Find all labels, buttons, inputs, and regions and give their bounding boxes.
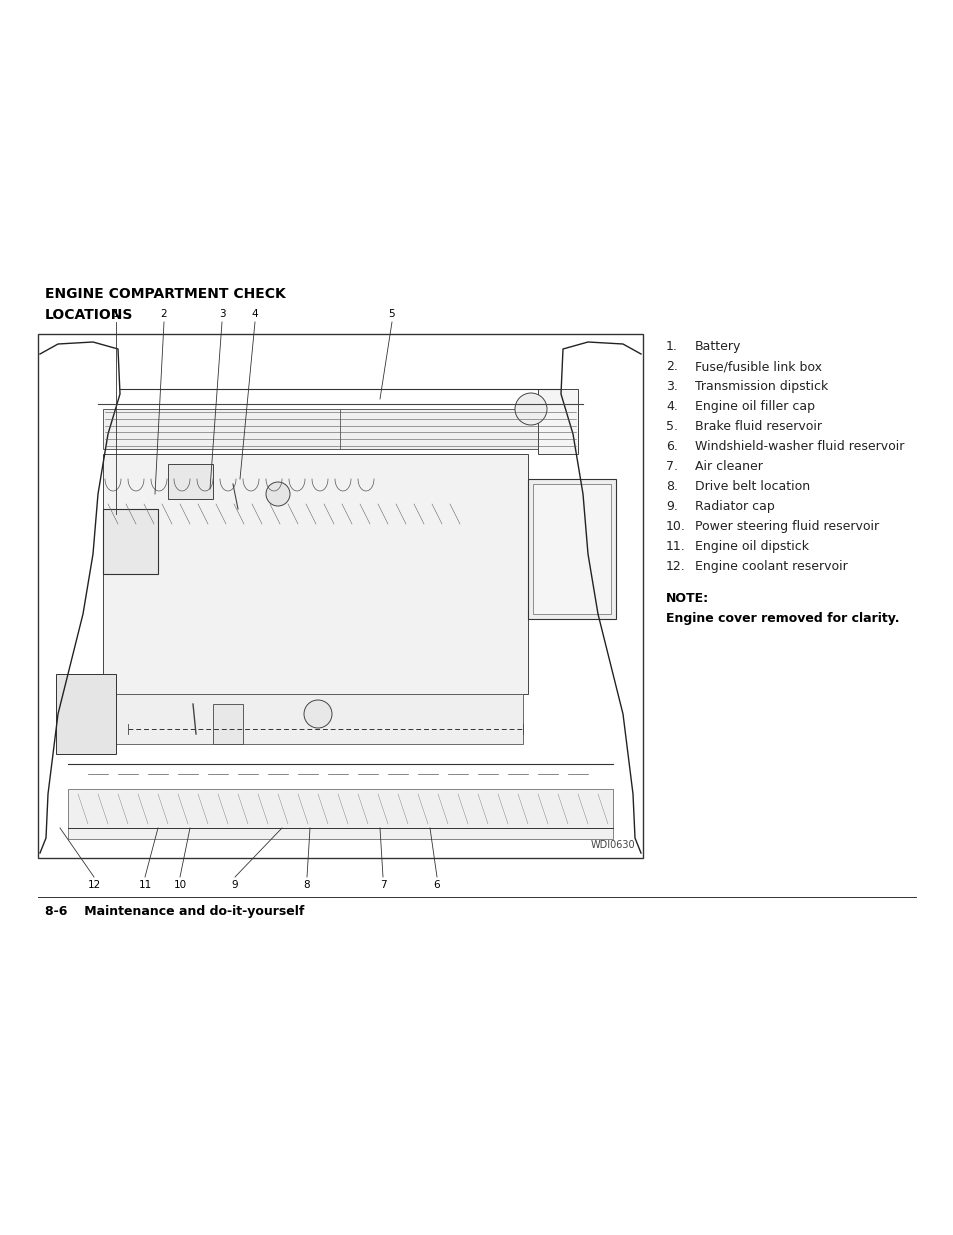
Text: 2.: 2. [665, 359, 678, 373]
Text: 10: 10 [173, 881, 187, 890]
Text: Brake fluid reservoir: Brake fluid reservoir [695, 420, 821, 433]
Bar [56, 674, 116, 755]
Text: Air cleaner: Air cleaner [695, 459, 762, 473]
Text: 12.: 12. [665, 559, 685, 573]
Text: 3: 3 [218, 309, 225, 319]
Text: 4: 4 [252, 309, 258, 319]
Bar [103, 454, 527, 694]
Text: Transmission dipstick: Transmission dipstick [695, 380, 827, 393]
Text: 1.: 1. [665, 340, 678, 353]
Text: 12: 12 [88, 881, 100, 890]
Text: Fuse/fusible link box: Fuse/fusible link box [695, 359, 821, 373]
Text: 7.: 7. [665, 459, 678, 473]
Text: Radiator cap: Radiator cap [695, 500, 774, 513]
Text: Power steering fluid reservoir: Power steering fluid reservoir [695, 520, 879, 534]
Text: 8-6  Maintenance and do-it-yourself: 8-6 Maintenance and do-it-yourself [45, 905, 304, 918]
Circle shape [266, 482, 290, 506]
Bar [68, 789, 613, 839]
Text: Windshield-washer fluid reservoir: Windshield-washer fluid reservoir [695, 440, 903, 453]
Text: 9: 9 [232, 881, 238, 890]
Bar [527, 479, 616, 619]
Text: 10.: 10. [665, 520, 685, 534]
Text: 3.: 3. [665, 380, 678, 393]
Bar [168, 464, 213, 499]
Bar [38, 333, 642, 858]
Text: Engine cover removed for clarity.: Engine cover removed for clarity. [665, 613, 899, 625]
Text: 4.: 4. [665, 400, 678, 412]
Text: 8: 8 [303, 881, 310, 890]
Text: Drive belt location: Drive belt location [695, 480, 809, 493]
Text: Battery: Battery [695, 340, 740, 353]
Text: 1: 1 [112, 309, 119, 319]
Text: 5.: 5. [665, 420, 678, 433]
Circle shape [515, 393, 546, 425]
Bar [537, 389, 578, 454]
Bar [533, 484, 610, 614]
Text: 5: 5 [388, 309, 395, 319]
Bar [103, 409, 578, 450]
Text: 7: 7 [379, 881, 386, 890]
Bar [213, 704, 243, 743]
Text: NOTE:: NOTE: [665, 592, 708, 605]
Text: Engine oil dipstick: Engine oil dipstick [695, 540, 808, 553]
Text: 8.: 8. [665, 480, 678, 493]
Text: 6: 6 [434, 881, 440, 890]
Text: Engine oil filler cap: Engine oil filler cap [695, 400, 814, 412]
Text: 6.: 6. [665, 440, 678, 453]
Text: 11: 11 [138, 881, 152, 890]
Text: Engine coolant reservoir: Engine coolant reservoir [695, 559, 847, 573]
Text: 2: 2 [160, 309, 167, 319]
Bar [108, 694, 522, 743]
Text: 9.: 9. [665, 500, 678, 513]
Circle shape [304, 700, 332, 727]
Text: ENGINE COMPARTMENT CHECK: ENGINE COMPARTMENT CHECK [45, 287, 286, 301]
Bar [103, 509, 158, 574]
Text: WDI0630: WDI0630 [590, 840, 635, 850]
Text: 11.: 11. [665, 540, 685, 553]
Text: LOCATIONS: LOCATIONS [45, 308, 133, 322]
